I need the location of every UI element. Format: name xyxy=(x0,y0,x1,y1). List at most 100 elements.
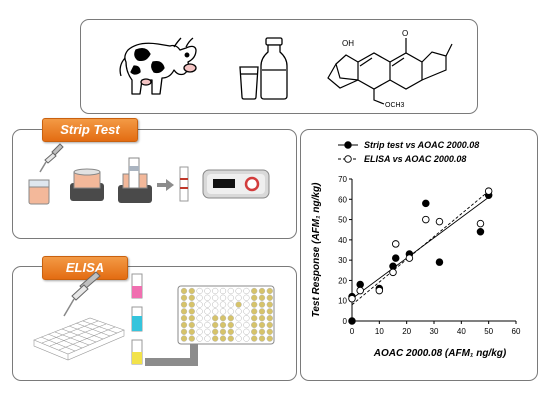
cow-icon xyxy=(119,37,197,95)
plate-well xyxy=(243,287,250,295)
y-tick-label: 0 xyxy=(343,317,348,326)
plate-well xyxy=(204,294,211,301)
legend-marker xyxy=(344,141,352,149)
microplate-icon xyxy=(177,285,275,345)
x-tick-label: 0 xyxy=(350,327,355,336)
pipette-icon xyxy=(39,143,64,173)
plate-well xyxy=(188,315,195,322)
data-point xyxy=(348,294,356,303)
plate-well xyxy=(258,315,266,322)
y-tick-label: 60 xyxy=(338,195,347,204)
plate-well xyxy=(258,294,266,301)
plate-well xyxy=(251,308,258,315)
plate-well xyxy=(204,335,211,342)
plate-well xyxy=(204,328,211,335)
data-point xyxy=(389,268,397,277)
plate-well xyxy=(196,315,203,322)
plate-well xyxy=(243,321,250,329)
y-tick-label: 50 xyxy=(338,216,347,225)
y-tick-label: 20 xyxy=(338,276,347,285)
strip-test-tag: Strip Test xyxy=(42,118,138,142)
plate-well xyxy=(227,315,234,322)
plate-well xyxy=(227,308,234,315)
x-tick-label: 40 xyxy=(457,327,466,336)
x-tick-label: 60 xyxy=(512,327,521,336)
plate-well xyxy=(180,315,188,322)
plate-well xyxy=(180,287,188,295)
milk-bottle-icon xyxy=(260,37,288,100)
plate-well xyxy=(196,335,203,342)
plate-well xyxy=(196,321,203,329)
plate-well xyxy=(219,315,227,322)
y-tick-label: 40 xyxy=(338,236,347,245)
plate-well xyxy=(251,328,258,335)
plate-well xyxy=(266,335,273,342)
plate-well xyxy=(180,335,188,342)
plate-well xyxy=(212,321,219,329)
legend-label: Strip test vs AOAC 2000.08 xyxy=(364,140,479,150)
plate-well xyxy=(235,315,242,322)
incubator-icon xyxy=(70,168,104,201)
data-point xyxy=(435,258,444,266)
data-point xyxy=(422,199,430,208)
plate-well xyxy=(219,321,227,329)
vial-pink-icon xyxy=(131,273,143,299)
plate-well xyxy=(235,287,242,295)
plate-well xyxy=(227,328,234,335)
plate-well xyxy=(243,294,250,301)
plate-well xyxy=(266,294,273,301)
plate-well xyxy=(212,315,219,322)
plate-well xyxy=(204,308,211,315)
x-tick-label: 50 xyxy=(484,327,493,336)
plate-well xyxy=(235,328,242,335)
plate-well xyxy=(258,308,266,315)
plate-well xyxy=(266,301,273,308)
vial-cyan-icon xyxy=(131,306,143,332)
x-tick-label: 20 xyxy=(402,327,411,336)
chart-panel xyxy=(300,129,538,381)
plate-well xyxy=(219,294,227,301)
plate-well xyxy=(258,287,266,295)
arrow-icon xyxy=(157,179,174,191)
o-label: O xyxy=(402,29,408,38)
plate-well xyxy=(219,328,227,335)
plate-well xyxy=(196,328,203,335)
y-axis-label: Test Response (AFM₁ ng/kg) xyxy=(311,182,322,317)
oh-label: OH xyxy=(342,39,354,48)
plate-well xyxy=(204,287,211,295)
plate-well xyxy=(219,335,227,342)
plate-well xyxy=(180,301,188,308)
plate-well xyxy=(266,315,273,322)
plate-well xyxy=(251,301,258,308)
wire-plate-icon xyxy=(33,317,125,361)
y-tick-label: 30 xyxy=(338,256,347,265)
plate-well xyxy=(219,308,227,315)
data-point xyxy=(435,217,444,226)
och3-label: OCH3 xyxy=(385,102,405,109)
plate-well xyxy=(196,294,203,301)
plate-well xyxy=(227,287,234,295)
incubator-with-strip-icon xyxy=(118,157,152,203)
multichannel-pipette-icon xyxy=(63,271,101,317)
aflatoxin-structure-icon: OH O OCH3 xyxy=(327,29,453,109)
plate-well xyxy=(251,335,258,342)
plate-well xyxy=(266,328,273,335)
plate-well xyxy=(235,294,242,301)
test-strip-icon xyxy=(179,166,189,202)
plate-well xyxy=(196,287,203,295)
plate-well xyxy=(180,328,188,335)
x-tick-label: 10 xyxy=(375,327,384,336)
data-point xyxy=(356,286,364,295)
plate-well xyxy=(219,301,227,308)
legend-label: ELISA vs AOAC 2000.08 xyxy=(364,154,466,164)
data-point xyxy=(484,187,493,195)
data-point xyxy=(391,240,400,248)
x-axis-label: AOAC 2000.08 (AFM₁ ng/kg) xyxy=(373,348,507,359)
plate-well xyxy=(188,335,195,342)
y-tick-label: 70 xyxy=(338,175,347,184)
plate-well xyxy=(204,321,211,329)
plate-well xyxy=(227,301,234,308)
plate-well xyxy=(243,335,250,342)
plate-well xyxy=(212,328,219,335)
plate-well xyxy=(180,294,188,301)
